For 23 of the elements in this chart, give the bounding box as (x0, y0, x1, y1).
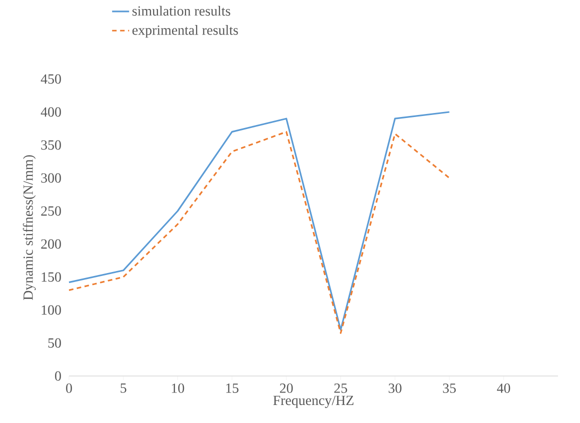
x-tick-label: 5 (120, 384, 126, 393)
x-tick-label: 40 (496, 384, 510, 393)
x-tick-label: 30 (388, 384, 402, 393)
x-axis-title: Frequency/HZ (273, 396, 354, 408)
x-tick-label: 25 (334, 384, 348, 393)
y-tick-label: 100 (42, 305, 61, 315)
y-tick-label: 300 (41, 173, 61, 183)
legend-label: simulation results (132, 6, 230, 16)
y-tick-label: 400 (40, 107, 61, 117)
x-tick-label: 15 (226, 384, 238, 393)
y-tick-label: 200 (41, 239, 61, 249)
x-tick-label: 10 (172, 384, 184, 393)
y-axis-title: Dynamic stiffness(N/mm) (22, 155, 36, 300)
y-tick-label: 350 (41, 140, 61, 150)
y-tick-label: 0 (55, 371, 61, 381)
legend-label: exprimental results (132, 25, 238, 38)
x-tick-label: 0 (66, 384, 72, 393)
y-tick-label: 50 (48, 338, 61, 348)
x-tick-label: 20 (280, 384, 293, 393)
x-tick-label: 35 (443, 384, 456, 393)
y-tick-label: 150 (42, 272, 61, 282)
y-tick-label: 450 (40, 74, 61, 84)
y-tick-label: 250 (41, 206, 61, 216)
